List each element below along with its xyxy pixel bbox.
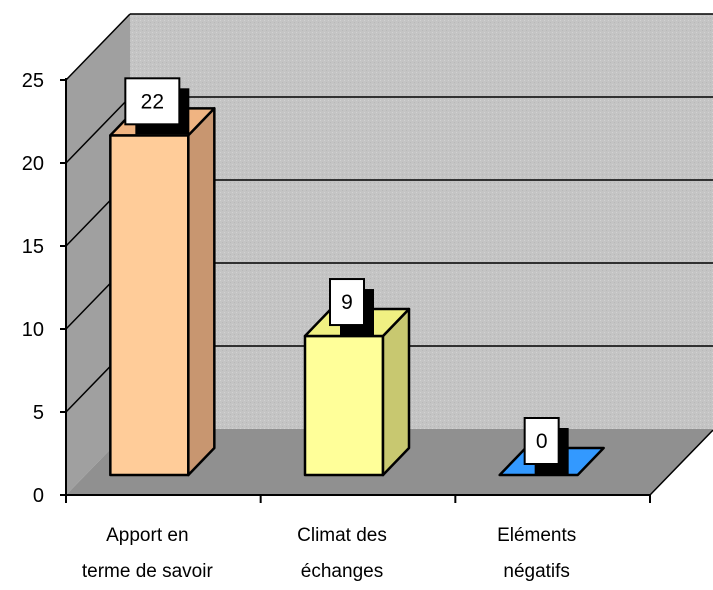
data-label-0: 22 [124,77,190,135]
x-category-label-1-line-1: échanges [301,561,383,582]
y-tick-label-25: 25 [22,70,44,92]
x-category-label-1-line-0: Climat des [297,525,387,546]
x-category-label-2-line-1: négatifs [503,561,570,582]
y-tick-label-10: 10 [22,319,44,341]
x-category-label-0: Apport en terme de savoir [82,525,214,582]
x-category-label-1: Climat des échanges [297,525,387,582]
gridline-side-20 [65,96,131,164]
data-label-box-2 [523,417,560,465]
x-category-labels: Apport en terme de savoir Climat des échang… [82,525,576,582]
y-tick-label-20: 20 [22,153,44,175]
bar-side-1 [381,307,411,477]
data-label-box-0 [124,77,181,126]
bar-side-0 [187,107,216,477]
gridline-side-25 [65,13,131,81]
bars [109,107,605,477]
bar-front-0 [109,134,190,477]
y-tick-label-15: 15 [22,236,44,258]
data-labels: 22 9 0 [124,77,569,474]
data-label-1: 9 [329,278,374,336]
x-category-label-2: Eléments négatifs [497,525,576,582]
axes [60,78,713,503]
y-tick-label-5: 5 [33,402,44,424]
y-tick-label-0: 0 [33,485,44,507]
floor-edge [649,429,713,496]
y-tick-labels: 0 5 10 15 20 25 [22,70,44,507]
back-wall [130,14,713,429]
data-label-text-1: 9 [341,291,353,314]
bar-0 [109,107,216,477]
x-category-label-2-line-0: Eléments [497,525,576,546]
data-label-text-0: 22 [141,90,164,113]
data-label-text-2: 0 [536,430,548,453]
x-category-label-0-line-0: Apport en [106,525,188,546]
x-category-label-0-line-1: terme de savoir [82,561,214,582]
data-label-2: 0 [523,417,569,474]
data-label-box-1 [329,278,365,327]
gridlines [65,13,713,413]
bar-1 [303,307,411,477]
bar-front-1 [303,334,385,477]
